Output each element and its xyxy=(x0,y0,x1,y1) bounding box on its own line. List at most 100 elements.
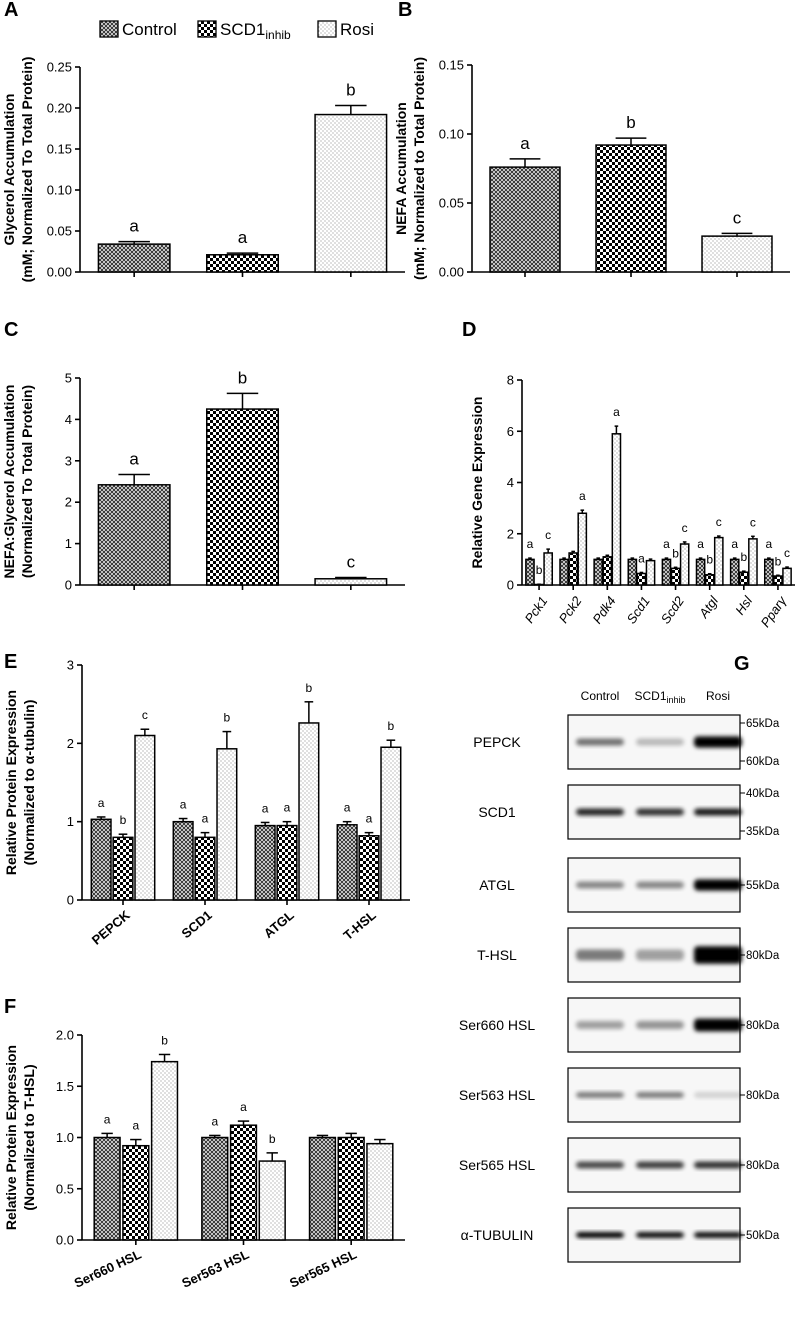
lane-label: SCD1inhib xyxy=(634,689,685,705)
bar xyxy=(90,818,112,901)
bar xyxy=(298,722,320,901)
bar xyxy=(568,552,579,586)
y-axis-label: (mM; Normalized to Total Protein) xyxy=(411,57,427,280)
y-axis-label: (Normalized To Total Protein) xyxy=(19,385,35,578)
significance-letter: a xyxy=(180,798,187,812)
legend-name: SCD1 xyxy=(220,20,265,39)
blot-row-label: Ser660 HSL xyxy=(459,1017,535,1033)
x-tick-label: Hsl xyxy=(732,593,756,618)
bar xyxy=(627,558,638,586)
bar xyxy=(229,1124,258,1241)
y-tick-label: 4 xyxy=(65,412,72,427)
y-tick-label: 1.0 xyxy=(56,1130,74,1145)
marker-label: 80kDa xyxy=(746,1090,780,1102)
significance-letter: a xyxy=(240,1100,247,1114)
y-tick-label: 3 xyxy=(65,453,72,468)
bar xyxy=(704,574,715,586)
significance-letter: a xyxy=(638,551,645,565)
y-tick-label: 2 xyxy=(507,526,514,541)
bar xyxy=(112,836,134,901)
significance-letter: a xyxy=(104,1112,111,1126)
panel-label: G xyxy=(734,653,750,675)
significance-letter: a xyxy=(527,537,534,551)
bar xyxy=(525,558,535,586)
bar xyxy=(366,1142,394,1241)
x-tick-label: Pparγ xyxy=(758,592,791,630)
bar xyxy=(748,538,758,586)
bar xyxy=(679,543,690,586)
blot-band xyxy=(694,946,742,964)
bar xyxy=(134,734,156,901)
significance-letter: c xyxy=(682,521,688,535)
y-axis-label: NEFA:Glycerol Accumulation xyxy=(1,385,17,579)
legend-swatch xyxy=(197,20,217,38)
significance-letter: a xyxy=(238,228,248,247)
blot-row-label: SCD1 xyxy=(478,804,516,820)
significance-letter: c xyxy=(347,553,356,572)
y-tick-label: 0.15 xyxy=(439,58,464,73)
bar xyxy=(701,235,773,273)
significance-letter: b xyxy=(536,563,543,577)
bar xyxy=(559,558,569,586)
y-axis-label: NEFA Accumulation xyxy=(393,102,409,235)
y-tick-label: 0.10 xyxy=(47,183,72,198)
significance-letter: b xyxy=(161,1033,168,1047)
x-tick-label: ATGL xyxy=(261,907,297,941)
bar xyxy=(93,1136,121,1241)
bar xyxy=(645,559,656,586)
bar xyxy=(314,578,388,586)
significance-letter: b xyxy=(672,546,679,560)
bar xyxy=(738,571,749,586)
significance-letter: a xyxy=(129,217,139,236)
y-tick-label: 1 xyxy=(65,536,72,551)
significance-letter: a xyxy=(520,134,530,153)
y-tick-label: 0.05 xyxy=(439,196,464,211)
y-tick-label: 3 xyxy=(67,658,74,673)
marker-label: 40kDa xyxy=(746,788,780,800)
bar xyxy=(577,512,588,586)
significance-letter: a xyxy=(613,405,620,419)
y-tick-label: 8 xyxy=(507,373,514,388)
lane-name: Rosi xyxy=(706,689,730,703)
legend-label: Control xyxy=(122,20,177,39)
bar xyxy=(314,113,388,273)
blot-band xyxy=(694,1018,742,1032)
y-axis-label: Relative Protein Expression xyxy=(3,690,19,875)
significance-letter: b xyxy=(269,1132,276,1146)
y-tick-label: 2 xyxy=(65,495,72,510)
blot-band xyxy=(576,738,624,746)
bar xyxy=(695,558,706,586)
blot-band xyxy=(694,1161,742,1169)
bar xyxy=(380,746,402,901)
y-tick-label: 0.00 xyxy=(439,265,464,280)
blot-band xyxy=(576,1092,624,1098)
y-axis-label: (mM; Normalized To Total Protein) xyxy=(19,57,35,283)
bar xyxy=(150,1060,179,1241)
bar xyxy=(201,1136,229,1241)
significance-letter: b xyxy=(706,553,713,567)
bar xyxy=(194,836,216,901)
significance-letter: c xyxy=(750,515,756,529)
blot-band xyxy=(636,949,684,961)
panel-label: E xyxy=(4,651,17,673)
legend-label: SCD1inhib xyxy=(220,20,291,42)
marker-label: 80kDa xyxy=(746,1160,780,1172)
blot-band xyxy=(576,881,624,889)
significance-letter: c xyxy=(545,528,551,542)
x-tick-label: Pck2 xyxy=(556,593,585,626)
legend-label: Rosi xyxy=(340,20,374,39)
blot-row-label: T-HSL xyxy=(477,947,517,963)
legend-name: Control xyxy=(122,20,177,39)
legend-subscript: inhib xyxy=(265,28,291,42)
panel-label: F xyxy=(4,996,16,1018)
bar xyxy=(122,1144,150,1241)
significance-letter: b xyxy=(238,368,247,387)
legend-name: Rosi xyxy=(340,20,374,39)
y-tick-label: 0.15 xyxy=(47,142,72,157)
blot-row-label: PEPCK xyxy=(473,734,521,750)
y-tick-label: 0 xyxy=(67,893,74,908)
y-tick-label: 4 xyxy=(507,475,514,490)
significance-letter: b xyxy=(346,81,355,100)
bar xyxy=(602,556,613,586)
